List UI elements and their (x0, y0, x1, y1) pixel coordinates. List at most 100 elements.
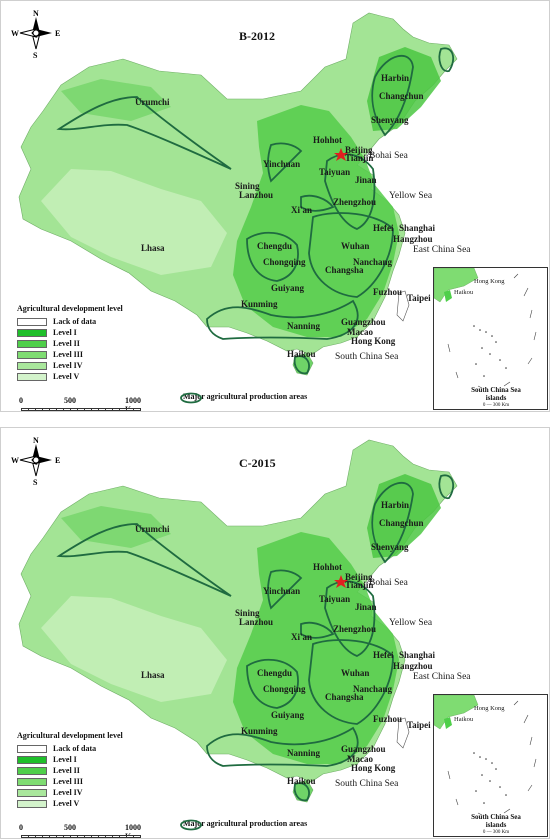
legend-label: Level V (53, 799, 80, 808)
legend: Agricultural development level Lack of d… (17, 731, 123, 809)
city-label: Shenyang (371, 115, 409, 125)
legend-label: Level I (53, 328, 77, 337)
inset-caption-line1: South China Sea (471, 386, 521, 394)
city-label: Beijing (345, 572, 373, 582)
legend-item: Level I (17, 327, 123, 338)
city-label: Jinan (355, 602, 377, 612)
china-map (18, 12, 458, 376)
panel-title: B-2012 (239, 29, 275, 43)
city-label: Shenyang (371, 542, 409, 552)
inset-haikou: Haikou (454, 716, 474, 723)
sea-label-bohai: Bohai Sea (369, 151, 408, 161)
city-label: Nanchang (353, 684, 393, 694)
scale-bar (21, 408, 141, 411)
compass-rose: N S W E (11, 434, 61, 488)
city-label: Lhasa (141, 243, 165, 253)
legend-item: Level IV (17, 360, 123, 371)
city-label: Changsha (325, 265, 364, 275)
city-label: Harbin (381, 500, 410, 510)
legend-label: Level III (53, 350, 83, 359)
capital-star-icon (334, 575, 348, 588)
legend-item: Level V (17, 798, 123, 809)
inset-caption-line1: South China Sea (471, 813, 521, 821)
city-label: Sining (235, 181, 260, 191)
city-label: Hangzhou (393, 234, 433, 244)
legend-swatch (17, 372, 47, 381)
legend-swatch (17, 777, 47, 786)
city-label: Zhengzhou (333, 197, 377, 207)
scale-mid: 500 (64, 396, 76, 405)
city-label: Jinan (355, 175, 377, 185)
taiwan-island (396, 290, 410, 322)
city-label: Taipei (407, 293, 431, 303)
city-label: Taiyuan (319, 594, 351, 604)
scale-zero: 0 (19, 396, 23, 405)
legend-item: Level II (17, 765, 123, 776)
west-region (41, 169, 227, 275)
legend-item: Level III (17, 776, 123, 787)
legend-title: Agricultural development level (17, 304, 123, 313)
legend-label: Level III (53, 777, 83, 786)
legend-label: Lack of data (53, 317, 97, 326)
legend-swatch (17, 799, 47, 808)
city-label: Fuzhou (373, 287, 403, 297)
compass-rose: N S W E (11, 7, 61, 61)
city-label: Changchun (379, 91, 424, 101)
city-label: Guangzhou (341, 744, 386, 754)
city-label: Wuhan (341, 241, 370, 251)
city-label: Haikou (287, 776, 316, 786)
major-areas-legend: Major agricultural production areas (179, 819, 307, 831)
city-label: Taipei (407, 720, 431, 730)
city-label: Chengdu (257, 668, 293, 678)
city-label: Hefei (373, 650, 394, 660)
legend-label: Level IV (53, 788, 83, 797)
city-label: Nanning (287, 748, 321, 758)
compass-west: W (11, 456, 19, 465)
compass-north: N (33, 9, 39, 18)
compass-south: S (33, 478, 38, 487)
city-label: Urumchi (135, 524, 170, 534)
city-label: Hohhot (313, 562, 343, 572)
city-label: Haikou (287, 349, 316, 359)
compass-icon: N S W E (11, 436, 60, 487)
city-label: Guiyang (271, 710, 305, 720)
inset-map (434, 695, 537, 816)
scale-bar (21, 835, 141, 838)
city-label: Hong Kong (351, 763, 396, 773)
major-areas-legend: Major agricultural production areas (179, 392, 308, 404)
scale-zero: 0 (19, 823, 23, 832)
city-label: Taiyuan (319, 167, 351, 177)
city-label: Hefei (373, 223, 394, 233)
city-label: Yinchuan (263, 586, 301, 596)
sea-label-east-china: East China Sea (413, 672, 471, 682)
panel-title: C-2015 (239, 456, 276, 470)
east-core-region (233, 532, 399, 764)
major-areas-label: Major agricultural production areas (183, 392, 308, 401)
inset-scale: 0 — 300 Km (482, 403, 510, 408)
city-label: Nanning (287, 321, 321, 331)
sea-label-south-china: South China Sea (335, 352, 399, 362)
city-label: Shanghai (399, 223, 436, 233)
city-label: Kunming (241, 726, 278, 736)
legend-item: Level V (17, 371, 123, 382)
inset-caption: South China Sea islands 0 — 300 Km (444, 386, 548, 410)
city-label: Kunming (241, 299, 278, 309)
city-label: Tianjin (345, 153, 374, 163)
production-area-outline-icon (180, 392, 202, 404)
compass-east: E (55, 29, 60, 38)
scale-mid: 500 (64, 823, 76, 832)
map-panel-2012: N S W E B-2012 Urumchi Harbin Changchun … (0, 0, 550, 412)
city-label: Nanchang (353, 257, 393, 267)
china-map (18, 439, 458, 803)
city-label: Shanghai (399, 650, 436, 660)
legend-item: Lack of data (17, 316, 123, 327)
major-production-areas (56, 474, 455, 802)
city-label: Hangzhou (393, 661, 433, 671)
legend-swatch (17, 755, 47, 764)
sea-label-south-china: South China Sea (335, 779, 399, 789)
legend-swatch (17, 339, 47, 348)
city-label: Guangzhou (341, 317, 386, 327)
city-label: Lanzhou (239, 617, 274, 627)
northeast-core-region (367, 474, 441, 558)
inset-map (434, 268, 537, 389)
